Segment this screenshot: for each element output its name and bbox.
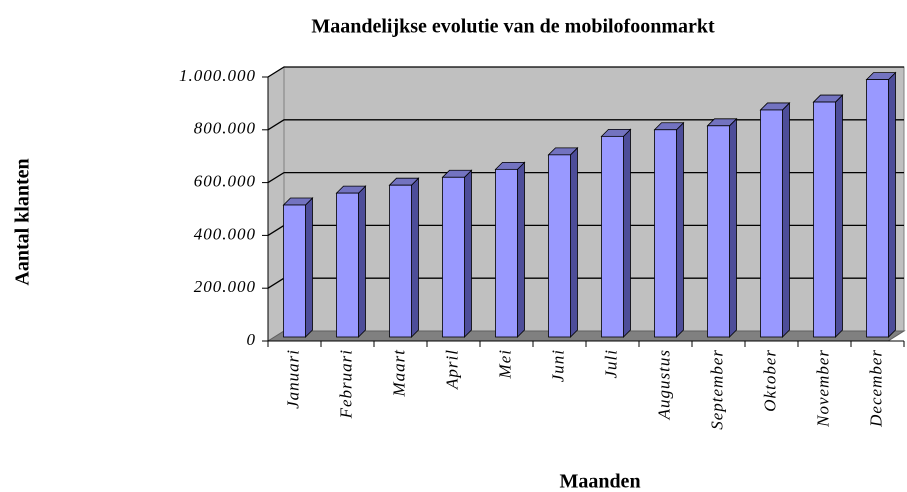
- bar-side: [888, 71, 896, 338]
- bar-side: [517, 161, 525, 338]
- grid-line: [267, 171, 904, 184]
- x-tick-label: Oktober: [760, 349, 779, 412]
- x-tick-label: Juli: [601, 349, 620, 379]
- x-tick-label: Juni: [548, 349, 567, 382]
- bar-side: [623, 128, 631, 338]
- bar: [283, 204, 306, 338]
- y-tick-label: 800.000: [194, 119, 256, 138]
- chart-title: Maandelijkse evolutie van de mobilofoonm…: [311, 16, 715, 38]
- x-tick-label: Januari: [283, 349, 302, 409]
- y-tick-label: 1.000.000: [179, 66, 256, 85]
- bar: [601, 135, 624, 338]
- y-axis-label: Aantal klanten: [12, 158, 34, 285]
- bar: [760, 109, 783, 338]
- x-tick-label: September: [707, 349, 726, 430]
- x-axis-label: Maanden: [559, 471, 640, 492]
- bar: [389, 184, 412, 338]
- grid-line: [267, 66, 904, 78]
- x-tick-label: December: [866, 349, 885, 428]
- side-wall: [267, 66, 285, 342]
- y-tick-label: 600.000: [194, 172, 256, 191]
- bar-side: [411, 177, 419, 338]
- bar: [336, 192, 359, 338]
- bar: [707, 125, 730, 338]
- bar-side: [782, 101, 790, 338]
- y-tick-label: 200.000: [194, 277, 256, 296]
- bar: [866, 79, 889, 338]
- bar-side: [835, 94, 843, 338]
- x-tick-label: November: [813, 349, 832, 428]
- bar-side: [729, 117, 737, 338]
- bar-side: [676, 121, 684, 338]
- bar: [548, 154, 571, 338]
- bar: [813, 101, 836, 338]
- bar-side: [570, 146, 578, 338]
- grid-line: [267, 119, 904, 131]
- x-tick-label: Augustus: [654, 349, 673, 420]
- bar-side: [358, 185, 366, 338]
- y-tick-label: 400.000: [194, 224, 256, 243]
- bar: [495, 168, 518, 338]
- x-tick-label: Maart: [389, 349, 408, 398]
- x-tick-label: Mei: [495, 349, 514, 379]
- back-wall: [283, 66, 905, 332]
- x-tick-label: April: [442, 349, 461, 390]
- bar-side: [305, 197, 313, 338]
- bar: [442, 176, 465, 338]
- x-tick-label: Februari: [336, 349, 355, 419]
- bar: [654, 129, 677, 338]
- bar-side: [464, 169, 472, 338]
- y-tick-label: 0: [247, 330, 257, 349]
